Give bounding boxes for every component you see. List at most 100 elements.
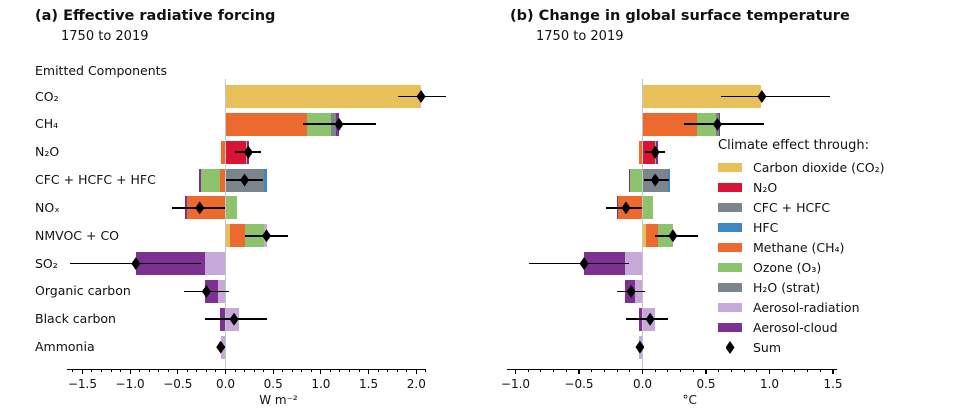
x-axis-title: W m⁻² <box>259 392 298 407</box>
x-axis-tick-label: 1.5 <box>359 376 379 391</box>
legend-swatch-cfc_hcfc <box>718 202 742 213</box>
x-axis-minor-tick <box>387 368 389 372</box>
x-axis-tick-label: −1.0 <box>500 376 531 391</box>
x-axis-minor-tick <box>339 368 341 372</box>
legend-swatch-o3 <box>718 262 742 273</box>
segment-o3 <box>642 196 653 220</box>
sum-diamond <box>650 173 660 187</box>
x-axis-minor-tick <box>215 368 217 372</box>
x-axis-minor-tick <box>565 368 567 372</box>
x-axis-minor-tick <box>139 368 141 372</box>
x-axis-tick-label: 0.0 <box>632 376 653 391</box>
sum-diamond <box>262 229 272 243</box>
x-axis-minor-tick <box>540 368 542 372</box>
x-axis-major-tick <box>272 368 274 374</box>
row-label: NOₓ <box>35 199 60 215</box>
x-axis-tick-label: 1.0 <box>311 376 331 391</box>
sum-diamond <box>621 201 631 215</box>
x-axis-minor-tick <box>186 368 188 372</box>
legend-swatch-co2 <box>718 162 742 172</box>
x-axis-tick-label: 0.5 <box>696 376 716 391</box>
row-label: N₂O <box>35 144 60 160</box>
x-axis-minor-tick <box>406 368 408 372</box>
panel-a-title: (a) Effective radiative forcing <box>35 8 276 24</box>
x-axis-minor-tick <box>158 368 160 372</box>
row-label: CFC + HCFC + HFC <box>35 172 156 188</box>
x-axis-minor-tick <box>377 368 379 372</box>
x-axis-major-tick <box>641 368 644 374</box>
segment-ch4 <box>220 140 226 164</box>
sum-diamond <box>195 201 205 215</box>
segment-hfc <box>263 168 268 192</box>
x-axis-major-tick <box>81 368 83 374</box>
x-axis-minor-tick <box>743 368 745 372</box>
legend-swatch-aer_rad <box>718 302 742 313</box>
legend-item-o3: Ozone (O₃) <box>753 260 822 276</box>
x-axis-minor-tick <box>120 368 122 372</box>
legend-item-co2: Carbon dioxide (CO₂) <box>753 160 885 175</box>
legend-item-aer_rad: Aerosol-radiation <box>753 300 860 316</box>
x-axis-minor-tick <box>591 368 593 372</box>
zero-gridline <box>224 79 227 369</box>
row-label: SO₂ <box>35 255 58 271</box>
segment-hfc <box>667 168 671 192</box>
x-axis-major-tick <box>224 368 227 374</box>
x-axis-minor-tick <box>425 368 427 372</box>
x-axis-minor-tick <box>310 368 312 372</box>
sum-diamond <box>334 117 344 131</box>
x-axis-minor-tick <box>263 368 265 372</box>
x-axis-tick-label: −1.0 <box>115 376 145 391</box>
x-axis-minor-tick <box>100 368 102 372</box>
x-axis-minor-tick <box>730 368 732 372</box>
emitted-components-label: Emitted Components <box>35 63 168 78</box>
x-axis-major-tick <box>320 368 322 374</box>
x-axis-minor-tick <box>527 368 529 372</box>
x-axis-minor-tick <box>396 368 398 372</box>
segment-co2 <box>642 224 647 248</box>
panel-a-subtitle: 1750 to 2019 <box>61 29 149 44</box>
x-axis-minor-tick <box>553 368 555 372</box>
x-axis-minor-tick <box>205 368 207 372</box>
sum-diamond <box>668 229 678 243</box>
x-axis-tick-label: 1.5 <box>823 376 843 391</box>
x-axis-major-tick <box>514 368 517 374</box>
segment-co2 <box>642 85 761 108</box>
x-axis-major-tick <box>368 368 370 374</box>
x-axis-minor-tick <box>692 368 694 372</box>
legend-swatch-aer_cloud <box>718 322 742 333</box>
legend-title: Climate effect through: <box>718 138 869 153</box>
x-axis-minor-tick <box>680 368 682 372</box>
x-axis-minor-tick <box>196 368 198 372</box>
x-axis-tick-label: −0.5 <box>564 376 594 391</box>
x-axis-minor-tick <box>282 368 284 372</box>
x-axis-title: °C <box>682 392 697 407</box>
uncertainty-whisker <box>721 95 831 98</box>
x-axis <box>67 368 426 370</box>
segment-ch4 <box>642 112 698 136</box>
legend-item-cfc_hcfc: CFC + HCFC <box>753 200 831 216</box>
x-axis-minor-tick <box>794 368 796 372</box>
x-axis-major-tick <box>578 368 580 374</box>
x-axis-major-tick <box>832 368 834 374</box>
x-axis-tick-label: 1.0 <box>759 376 780 391</box>
legend-swatch-n2o <box>718 182 742 193</box>
sum-diamond <box>635 340 645 354</box>
row-label: Organic carbon <box>35 283 131 299</box>
legend-item-aer_cloud: Aerosol-cloud <box>753 320 838 336</box>
x-axis-minor-tick <box>148 368 150 372</box>
segment-co2 <box>225 85 422 108</box>
x-axis-minor-tick <box>234 368 236 372</box>
sum-diamond <box>243 145 253 159</box>
row-label: NMVOC + CO <box>35 227 120 243</box>
segment-aer_cloud <box>628 168 630 192</box>
sum-diamond <box>229 312 239 326</box>
segment-ch4 <box>219 168 226 192</box>
row-label: CO₂ <box>35 88 59 104</box>
x-axis-tick-label: 0.0 <box>215 376 236 391</box>
sum-diamond <box>240 173 250 187</box>
segment-aer_rad <box>624 252 643 276</box>
segment-o3 <box>225 196 237 220</box>
sum-diamond <box>626 284 636 298</box>
